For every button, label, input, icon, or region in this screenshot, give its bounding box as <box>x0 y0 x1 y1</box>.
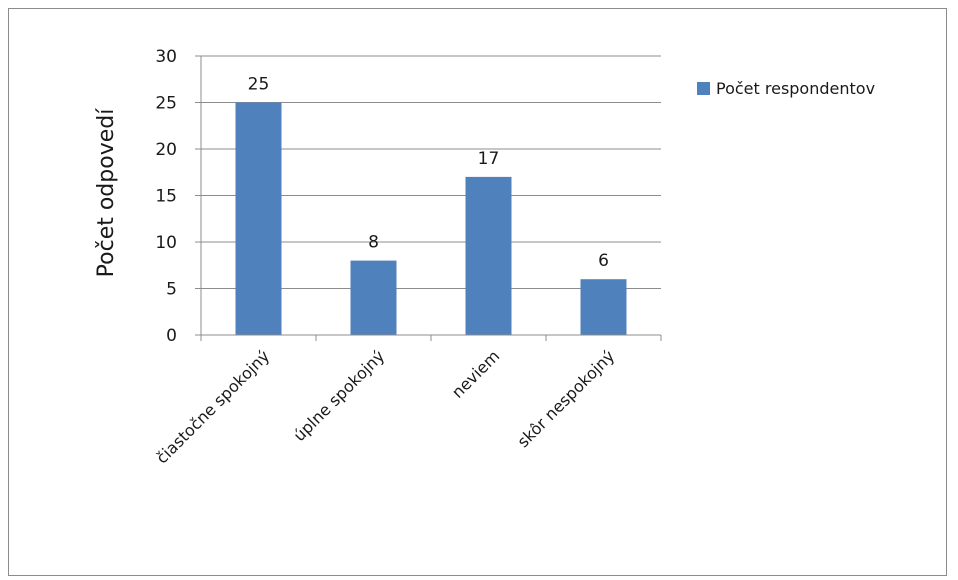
data-label: 17 <box>478 149 500 169</box>
x-tick-label: úplne spokojný <box>290 346 389 445</box>
bars <box>235 102 627 335</box>
data-labels: 25 8 17 6 <box>248 75 609 272</box>
legend-label: Počet respondentov <box>716 79 875 98</box>
legend-swatch <box>697 82 710 95</box>
y-tick-label: 25 <box>155 94 177 114</box>
x-tick-label: neviem <box>448 346 503 401</box>
y-tick-label: 30 <box>155 47 177 67</box>
legend: Počet respondentov <box>697 79 875 98</box>
y-tick-label: 20 <box>155 140 177 160</box>
bar <box>235 102 282 335</box>
y-axis-label: Počet odpovedí <box>94 108 119 278</box>
y-tick-label: 5 <box>166 280 177 300</box>
y-tick-label: 10 <box>155 233 177 253</box>
y-tick-label: 0 <box>166 326 177 346</box>
data-label: 25 <box>248 75 270 95</box>
data-label: 8 <box>368 233 379 253</box>
x-tick-label: skôr nespokojný <box>513 346 618 451</box>
bar <box>350 260 397 335</box>
x-tick-labels: čiastočne spokojný úplne spokojný neviem sk… <box>152 346 618 467</box>
bar <box>580 279 627 335</box>
axes <box>200 56 662 341</box>
bar <box>465 176 512 335</box>
y-tick-label: 15 <box>155 187 177 207</box>
x-tick-label: čiastočne spokojný <box>152 346 273 467</box>
data-label: 6 <box>598 251 609 271</box>
y-tick-labels: 0 5 10 15 20 25 30 <box>155 47 177 346</box>
